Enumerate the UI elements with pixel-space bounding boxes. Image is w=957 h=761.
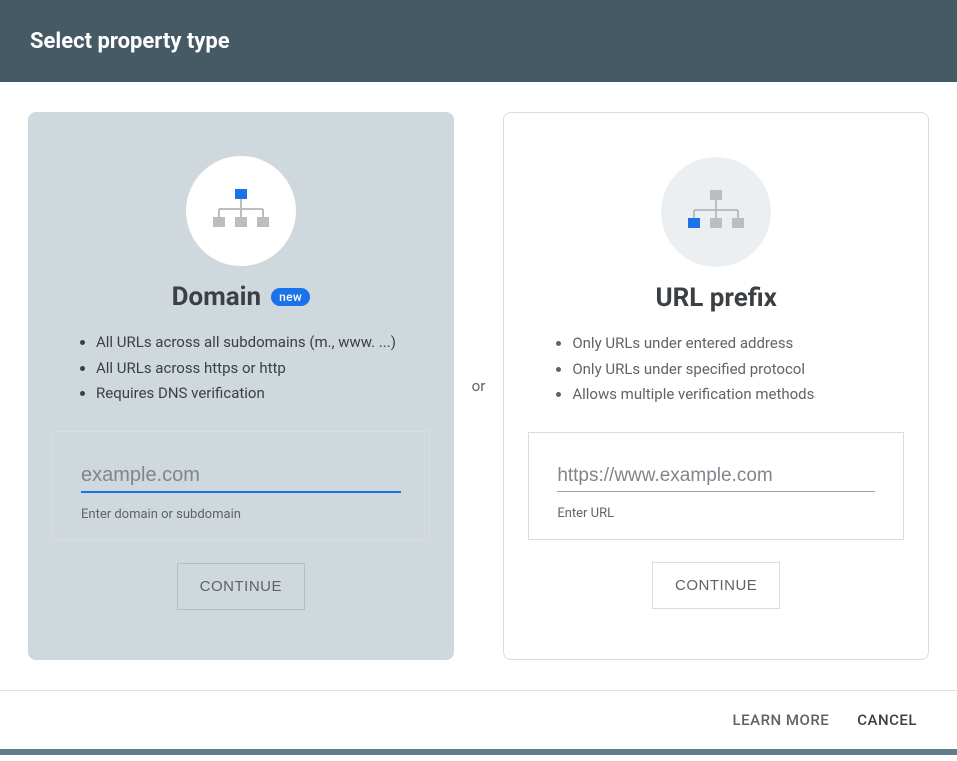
new-badge: new: [271, 288, 310, 306]
dialog-title: Select property type: [30, 29, 230, 54]
cancel-button[interactable]: CANCEL: [857, 711, 917, 729]
domain-bullets: All URLs across all subdomains (m., www.…: [52, 330, 430, 407]
domain-input[interactable]: [81, 460, 401, 493]
bottom-bar: [0, 749, 957, 755]
dialog-content: Domain new All URLs across all subdomain…: [0, 82, 957, 690]
url-bullet: Allows multiple verification methods: [572, 382, 904, 408]
url-icon-circle: [661, 157, 771, 267]
domain-input-helper: Enter domain or subdomain: [81, 507, 401, 522]
sitemap-icon: [209, 187, 273, 235]
url-bullet: Only URLs under specified protocol: [572, 357, 904, 383]
url-bullets: Only URLs under entered address Only URL…: [528, 331, 904, 408]
or-separator: or: [466, 377, 492, 395]
domain-icon-circle: [186, 156, 296, 266]
sitemap-icon: [684, 188, 748, 236]
url-title: URL prefix: [655, 283, 776, 313]
domain-bullet: All URLs across all subdomains (m., www.…: [96, 330, 430, 356]
domain-bullet: All URLs across https or http: [96, 356, 430, 382]
domain-card: Domain new All URLs across all subdomain…: [28, 112, 454, 660]
domain-title: Domain: [172, 282, 261, 312]
url-bullet: Only URLs under entered address: [572, 331, 904, 357]
dialog-header: Select property type: [0, 0, 957, 82]
url-continue-button[interactable]: CONTINUE: [652, 562, 780, 609]
url-title-row: URL prefix: [655, 283, 776, 313]
url-prefix-card: URL prefix Only URLs under entered addre…: [503, 112, 929, 660]
url-input[interactable]: [557, 461, 875, 492]
domain-continue-button[interactable]: CONTINUE: [177, 563, 305, 610]
domain-bullet: Requires DNS verification: [96, 381, 430, 407]
url-input-helper: Enter URL: [557, 506, 875, 521]
learn-more-link[interactable]: LEARN MORE: [733, 711, 830, 729]
domain-input-box: Enter domain or subdomain: [52, 431, 430, 541]
domain-title-row: Domain new: [172, 282, 310, 312]
dialog-footer: LEARN MORE CANCEL: [0, 690, 957, 749]
url-input-box: Enter URL: [528, 432, 904, 540]
